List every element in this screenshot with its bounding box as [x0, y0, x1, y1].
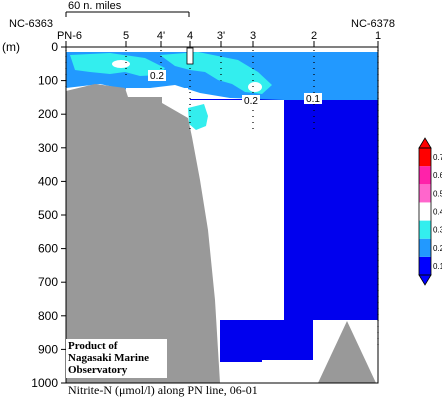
- colorbar-band-4: [419, 184, 431, 203]
- contour-label-1: 0.2: [244, 96, 258, 107]
- right-end-station-id: NC-6378: [351, 18, 395, 30]
- station-label-5: 3: [250, 30, 256, 42]
- credit-line-2: Nagasaki Marine: [68, 352, 149, 364]
- colorbar-band-6: [419, 148, 431, 167]
- y-tick-label-400: 400: [38, 174, 58, 188]
- contour-label-layer: 0.2 0.2 0.1: [148, 70, 322, 107]
- colorbar-band-5: [419, 166, 431, 185]
- colorbar-frame: [418, 147, 432, 276]
- seafloor-shelf: [66, 84, 220, 383]
- colorbar-tick-label-1: 0.2: [433, 244, 442, 253]
- station-label-7: 1: [375, 30, 381, 42]
- y-tick-label-500: 500: [38, 208, 58, 222]
- y-axis: 0 100 200 300 400 500 600 700 800 900 1000: [31, 40, 66, 390]
- region-white-core-station5: [112, 60, 130, 68]
- credit-box: Product of Nagasaki Marine Observatory: [66, 339, 167, 378]
- y-tick-label-0: 0: [51, 40, 58, 54]
- contour-label-bg-0: [148, 70, 166, 81]
- station-label-1: 5: [123, 30, 129, 42]
- scale-bar-label: 60 n. miles: [68, 0, 122, 12]
- colorbar-band-2: [419, 220, 431, 239]
- contour-label-2: 0.1: [306, 94, 320, 105]
- y-tick-label-700: 700: [38, 275, 58, 289]
- caption-variable: Nitrite-N (: [68, 383, 119, 397]
- y-tick-label-800: 800: [38, 309, 58, 323]
- colorbar-band-1: [419, 238, 431, 257]
- contour-label-bg-1: [242, 95, 260, 106]
- void-mid-column: [220, 182, 284, 320]
- colorbar-tick-label-0: 0.1: [433, 262, 442, 271]
- station4-marker: [186, 47, 194, 65]
- contour-label-0: 0.2: [150, 71, 164, 82]
- region-white-core-station3: [248, 82, 262, 92]
- chart-caption: Nitrite-N (μmol/l) along PN line, 06-01: [68, 383, 258, 398]
- left-end-station-id: NC-6363: [9, 18, 53, 30]
- y-axis-title: (m): [2, 40, 20, 54]
- station-label-6: 2: [311, 30, 317, 42]
- colorbar: 0.1 0.2 0.3 0.4 0.5 0.6 0.7: [418, 137, 442, 286]
- colorbar-band-0: [419, 256, 431, 275]
- credit-line-3: Observatory: [68, 364, 128, 376]
- colorbar-arrow-bottom: [418, 274, 432, 286]
- region-cyan-patch-station4: [188, 104, 208, 130]
- y-tick-label-300: 300: [38, 141, 58, 155]
- station-label-4: 3': [217, 30, 225, 42]
- y-tick-label-600: 600: [38, 242, 58, 256]
- colorbar-tick-label-2: 0.3: [433, 226, 442, 235]
- caption-unit-mu: μ: [118, 383, 126, 397]
- y-tick-label-200: 200: [38, 107, 58, 121]
- seafloor-seamount: [318, 321, 376, 383]
- void-shelf-block: [126, 88, 188, 98]
- contour-label-bg-2: [304, 93, 322, 104]
- station-label-0: PN-6: [57, 30, 82, 42]
- caption-unit-rest: mol/l) along PN line, 06-01: [125, 383, 258, 397]
- station-label-2: 4': [157, 30, 165, 42]
- colorbar-tick-label-3: 0.4: [433, 208, 442, 217]
- colorbar-band-3: [419, 202, 431, 221]
- colorbar-tick-label-4: 0.5: [433, 189, 442, 198]
- colorbar-tick-label-5: 0.6: [433, 171, 442, 180]
- colorbar-tick-label-6: 0.7: [433, 153, 442, 162]
- stations-layer: PN-6 5 4' 4 3' 3 2 1: [57, 30, 381, 350]
- y-tick-label-100: 100: [38, 74, 58, 88]
- colorbar-arrow-top: [418, 137, 432, 149]
- credit-line-1: Product of: [68, 340, 118, 352]
- y-tick-label-1000: 1000: [31, 376, 58, 390]
- y-tick-label-900: 900: [38, 342, 58, 356]
- station-label-3: 4: [187, 30, 193, 42]
